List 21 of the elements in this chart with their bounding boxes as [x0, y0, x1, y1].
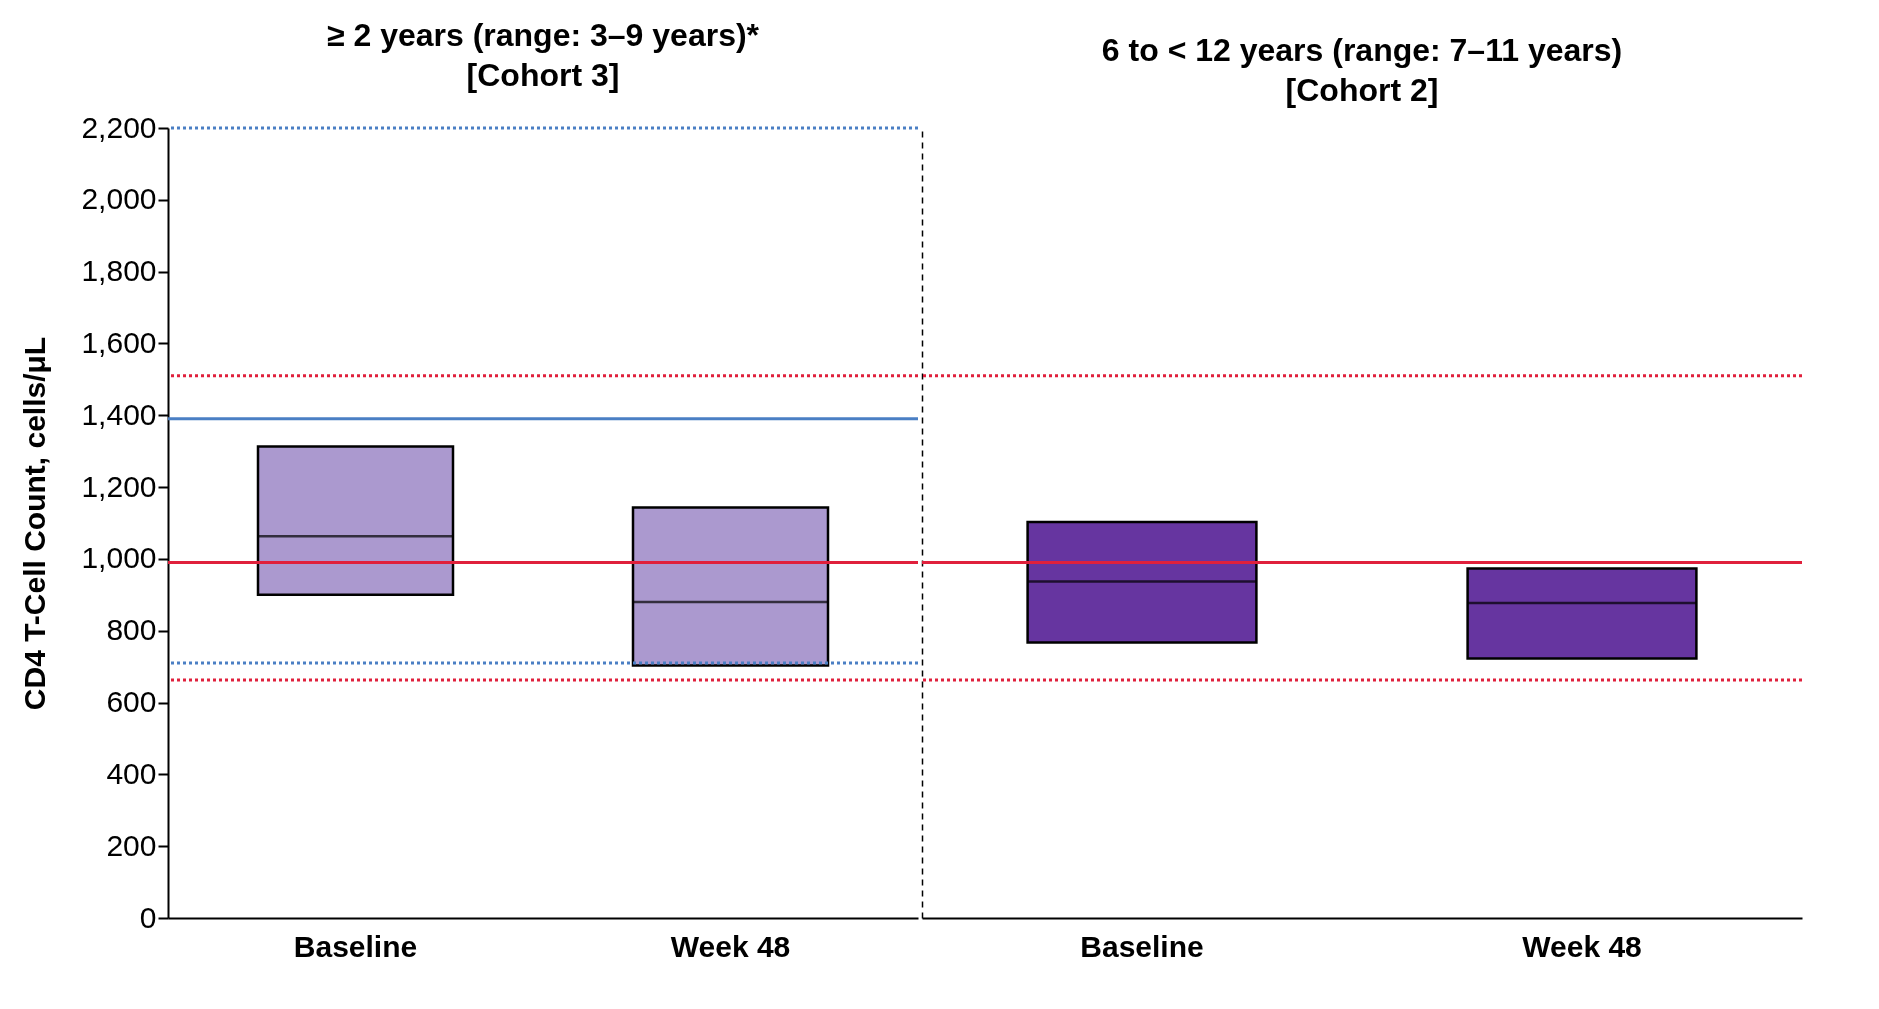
y-tick-label: 600 — [106, 685, 157, 719]
y-tick-label: 2,000 — [81, 182, 157, 216]
x-tick-label: Week 48 — [670, 929, 791, 963]
y-tick-label: 800 — [106, 613, 157, 647]
y-tick-label: 1,200 — [81, 469, 157, 503]
y-tick-label: 1,800 — [81, 254, 157, 288]
chart-title: ≥ 2 years (range: 3–9 years)* — [326, 17, 760, 53]
chart-subtitle: [Cohort 3] — [466, 57, 620, 93]
y-tick-label: 1,000 — [81, 541, 157, 575]
x-tick-label: Baseline — [1080, 929, 1204, 963]
y-tick-label: 2,200 — [81, 110, 157, 144]
chart-title: 6 to < 12 years (range: 7–11 years) — [1101, 32, 1623, 68]
y-tick-label: 400 — [106, 756, 157, 790]
chart-subtitle: [Cohort 2] — [1285, 72, 1439, 108]
y-tick-label: 0 — [139, 900, 157, 934]
y-tick-label: 200 — [106, 828, 157, 862]
x-tick-label: Week 48 — [1522, 929, 1642, 963]
y-axis-title: CD4 T-Cell Count, cells/μL — [18, 336, 52, 711]
y-tick-label: 1,400 — [81, 397, 157, 431]
y-tick-label: 1,600 — [81, 325, 157, 359]
x-tick-label: Baseline — [293, 929, 418, 963]
